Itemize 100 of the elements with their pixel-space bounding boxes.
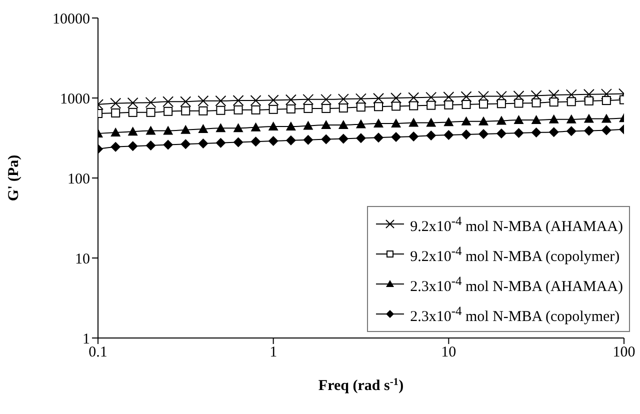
point [268, 94, 279, 106]
point [180, 96, 192, 108]
point [478, 116, 488, 126]
point [426, 92, 437, 103]
point [304, 104, 313, 113]
point [234, 105, 243, 114]
point [286, 122, 296, 131]
point [602, 96, 611, 106]
y-tick-label: 1 [82, 331, 90, 348]
y-tick-label: 10000 [52, 11, 90, 28]
legend-label: 9.2x10$^{-4}$ mol N-MBA (AHAMAA) [410, 213, 623, 237]
point [548, 127, 559, 138]
point [268, 122, 278, 131]
point [566, 114, 576, 124]
point [127, 97, 138, 108]
legend-label: 2.3x10$^{-4}$ mol N-MBA (copolymer) [410, 303, 620, 327]
point [338, 103, 348, 112]
point [584, 96, 594, 106]
point [111, 108, 120, 118]
point [198, 138, 208, 148]
point [302, 94, 314, 105]
point [513, 90, 524, 102]
point [232, 95, 244, 106]
point [530, 90, 542, 102]
point [426, 130, 436, 140]
point [322, 104, 331, 113]
point [215, 95, 226, 106]
point [532, 98, 541, 108]
point [548, 90, 560, 101]
point [478, 90, 489, 102]
point [216, 106, 226, 115]
x-tick-label: 10 [441, 344, 456, 361]
point [460, 91, 472, 102]
point [443, 91, 454, 102]
point [338, 94, 349, 105]
point [514, 98, 524, 108]
point [355, 93, 366, 104]
point [268, 136, 278, 146]
point [514, 115, 524, 124]
point [110, 98, 122, 109]
point [514, 128, 524, 138]
point [286, 135, 296, 146]
y-tick-label: 1000 [60, 91, 90, 108]
point [198, 106, 208, 116]
x-tick-label: 0.1 [88, 344, 108, 361]
point [409, 101, 418, 110]
point [146, 126, 156, 135]
y-tick-label: 100 [68, 171, 90, 188]
point [198, 124, 208, 133]
point [356, 133, 366, 144]
point [128, 141, 138, 152]
point [251, 105, 260, 114]
point [321, 120, 332, 129]
point [338, 134, 348, 144]
y-tick-label: 10 [75, 251, 90, 268]
point [356, 102, 366, 112]
point [408, 118, 419, 127]
point [145, 96, 156, 108]
point [128, 126, 138, 136]
point [566, 89, 577, 100]
x-tick-label: 1 [270, 344, 278, 361]
point [233, 137, 244, 148]
point [566, 126, 576, 136]
point [426, 100, 436, 110]
point [180, 124, 191, 134]
point [162, 96, 174, 108]
x-axis-title: Freq (rad s$^{-1}$) [318, 376, 404, 394]
point [198, 95, 209, 106]
point [250, 95, 262, 106]
point [584, 114, 594, 123]
point [462, 100, 471, 109]
x-tick-label: 100 [612, 344, 636, 361]
point [338, 120, 348, 129]
point [233, 123, 244, 132]
point [110, 142, 121, 152]
point [496, 90, 507, 102]
point [566, 97, 576, 106]
point [531, 115, 542, 124]
point [444, 130, 454, 140]
point [461, 129, 472, 140]
point [181, 106, 190, 116]
point [374, 132, 384, 143]
legend-label: 2.3x10$^{-4}$ mol N-MBA (AHAMAA) [410, 273, 623, 297]
point [479, 100, 488, 109]
point [128, 108, 138, 117]
point [164, 106, 173, 116]
point [110, 128, 121, 137]
point [268, 104, 278, 114]
point [390, 92, 402, 104]
point [444, 117, 454, 126]
point [392, 102, 401, 111]
point [356, 119, 366, 128]
legend-label: 9.2x10$^{-4}$ mol N-MBA (copolymer) [410, 243, 620, 267]
point [408, 132, 419, 142]
point [303, 120, 314, 130]
point [548, 114, 559, 124]
point [163, 140, 174, 150]
point [601, 114, 612, 123]
point [216, 138, 226, 148]
point [374, 118, 384, 128]
